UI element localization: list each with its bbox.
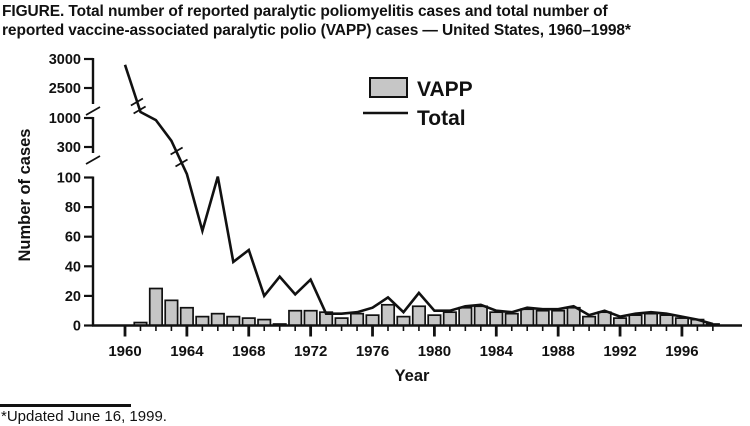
vapp-bar-1994: [643, 312, 659, 327]
vapp-bar-1966: [210, 312, 225, 327]
figure-title-line1: FIGURE. Total number of reported paralyt…: [2, 3, 608, 20]
axes-group: [85, 58, 742, 327]
vapp-bar-1980: [427, 314, 442, 327]
line-break-slash-0: [130, 97, 144, 107]
vapp-bar-1993: [628, 314, 643, 327]
x-tick-label-1980: 1980: [418, 343, 451, 360]
vapp-bar-1982: [458, 306, 473, 327]
figure-title-line2: reported vaccine-associated paralytic po…: [2, 22, 631, 39]
y-tick-label-40: 40: [65, 259, 81, 275]
vapp-bar-1976: [365, 314, 380, 327]
y-tick-label-60: 60: [65, 230, 81, 246]
line-break-slash-2: [170, 146, 184, 156]
vapp-bars-group: [133, 287, 720, 327]
x-tick-label-1960: 1960: [108, 343, 141, 360]
footnote-rule: [0, 404, 131, 407]
legend-vapp-label: VAPP: [417, 78, 473, 101]
vapp-bar-1979: [411, 305, 426, 327]
y-tick-label-1000: 1000: [49, 111, 81, 127]
vapp-bar-1972: [303, 309, 318, 327]
line-break-slash-1: [133, 105, 147, 115]
y-axis-break-slash-1: [85, 155, 101, 165]
y-axis-title: Number of cases: [16, 129, 34, 262]
x-tick-label-1972: 1972: [294, 343, 327, 360]
vapp-bar-1975: [350, 312, 365, 327]
vapp-bar-1981: [442, 311, 457, 327]
x-tick-label-1996: 1996: [665, 343, 698, 360]
y-tick-label-80: 80: [65, 200, 81, 216]
line-break-marks: [130, 97, 188, 168]
x-tick-label-1968: 1968: [232, 343, 265, 360]
y-tick-label-0: 0: [73, 319, 81, 335]
vapp-bar-1995: [659, 314, 674, 327]
vapp-bar-1977: [380, 303, 396, 327]
vapp-bar-1987: [535, 309, 550, 327]
x-tick-label-1992: 1992: [603, 343, 636, 360]
y-tick-label-3000: 3000: [49, 52, 81, 68]
vapp-bar-1962: [148, 287, 163, 327]
line-break-slash-3: [175, 158, 188, 168]
legend-total-label: Total: [417, 107, 466, 130]
x-tick-label-1988: 1988: [541, 343, 574, 360]
vapp-bar-1967: [226, 315, 241, 327]
vapp-bar-1990: [582, 315, 597, 327]
vapp-bar-1965: [195, 315, 210, 327]
vapp-bar-1978: [396, 315, 411, 327]
y-ticks-group: 0 20 40 60 80 100 300 1000 2500 3000: [49, 52, 93, 335]
figure-title: FIGURE. Total number of reported paralyt…: [2, 2, 750, 40]
vapp-bar-1986: [520, 308, 535, 327]
vapp-bar-1964: [179, 306, 194, 327]
y-tick-label-2500: 2500: [49, 81, 81, 97]
legend-vapp-swatch: [369, 77, 408, 98]
y-tick-label-300: 300: [57, 140, 81, 156]
y-tick-label-20: 20: [65, 289, 81, 305]
vapp-bar-1989: [566, 306, 581, 327]
vapp-bar-1963: [164, 299, 179, 327]
footnote-text: *Updated June 16, 1999.: [1, 408, 167, 425]
vapp-bar-1983: [473, 305, 488, 327]
vapp-bar-1985: [504, 312, 519, 327]
vapp-bar-1991: [597, 311, 612, 327]
x-axis-title: Year: [395, 367, 430, 385]
x-ticks-group: 1960 1964 1968 1972 1976 1980 1984 1988 1992 1996: [108, 326, 714, 360]
total-line: [123, 64, 714, 326]
x-tick-label-1964: 1964: [170, 343, 204, 360]
y-tick-label-100: 100: [57, 171, 81, 187]
vapp-bar-1971: [288, 309, 303, 327]
vapp-bar-1984: [489, 311, 504, 327]
x-tick-label-1984: 1984: [480, 343, 514, 360]
y-axis-break-slash-0: [85, 106, 101, 116]
x-tick-label-1976: 1976: [356, 343, 389, 360]
vapp-bar-1988: [551, 309, 566, 327]
legend: VAPP Total: [363, 77, 473, 130]
